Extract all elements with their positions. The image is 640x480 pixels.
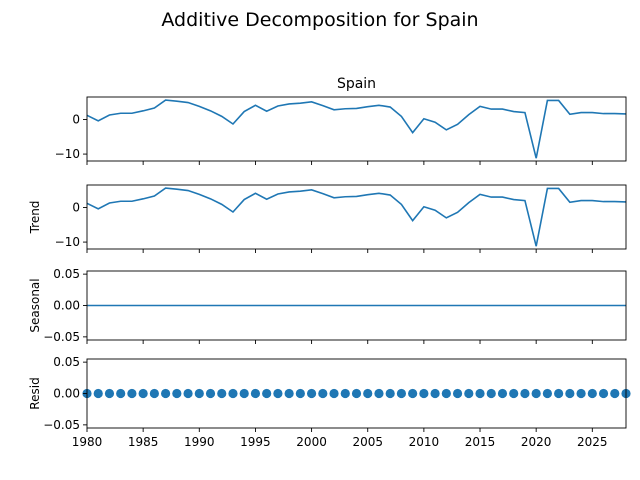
resid-point [565, 388, 575, 399]
resid-point [576, 388, 586, 399]
resid-point [419, 388, 429, 399]
resid-point [306, 388, 317, 399]
resid-point [127, 388, 137, 399]
seasonal-ytick-label: −0.05 [43, 330, 80, 344]
resid-point [183, 388, 193, 399]
trend-ylabel: Trend [28, 201, 42, 235]
resid-point [520, 388, 530, 399]
resid-point [598, 388, 609, 399]
resid-point [93, 388, 103, 399]
xtick-label: 2000 [296, 435, 327, 449]
seasonal-ytick-label: 0.00 [53, 299, 80, 313]
resid-point [318, 388, 328, 399]
resid-point [554, 388, 564, 399]
resid-ylabel: Resid [28, 377, 42, 409]
panel-title: Spain [337, 76, 376, 92]
panel-trend: 0 −10 Trend [28, 184, 627, 253]
observed-axes-frame [86, 96, 627, 162]
resid-point [172, 388, 182, 399]
resid-point [542, 388, 552, 399]
figure-suptitle: Additive Decomposition for Spain [161, 9, 478, 31]
trend-ytick-label: −10 [55, 235, 80, 249]
resid-point [351, 388, 362, 399]
resid-point [284, 388, 294, 399]
resid-point [138, 388, 148, 399]
xtick-label: 2025 [577, 435, 608, 449]
resid-point [385, 388, 395, 399]
resid-point [149, 388, 159, 399]
seasonal-ytick-label: 0.05 [53, 267, 80, 281]
resid-point [161, 388, 171, 399]
resid-point [475, 388, 485, 399]
resid-point [250, 388, 261, 399]
resid-point [430, 388, 440, 399]
resid-point [239, 388, 249, 399]
trend-line [86, 187, 627, 247]
xtick-label: 1995 [240, 435, 271, 449]
resid-ytick-label: 0.05 [53, 355, 80, 369]
xtick-label: 2010 [409, 435, 440, 449]
resid-point [262, 388, 272, 399]
xtick-label: 2005 [352, 435, 383, 449]
resid-point [464, 388, 474, 399]
resid-point [194, 388, 204, 399]
xtick-label: 1985 [128, 435, 159, 449]
resid-point [273, 388, 283, 399]
trend-axes-frame [86, 184, 627, 250]
xtick-label: 1980 [72, 435, 103, 449]
seasonal-ylabel: Seasonal [28, 278, 42, 332]
xtick-label: 2020 [521, 435, 552, 449]
resid-point [104, 388, 115, 399]
resid-point [587, 388, 597, 399]
resid-point [228, 388, 238, 399]
resid-point [340, 388, 350, 399]
resid-point [374, 388, 384, 399]
resid-point [441, 388, 451, 399]
observed-ytick-label: −10 [55, 147, 80, 161]
resid-ytick-label: 0.00 [53, 387, 80, 401]
panel-observed: 0 −10 Spain [55, 76, 627, 165]
resid-point [363, 388, 373, 399]
observed-line [86, 99, 627, 159]
resid-point [329, 388, 339, 399]
resid-ytick-label: −0.05 [43, 418, 80, 432]
resid-point [295, 388, 305, 399]
resid-point [509, 388, 519, 399]
resid-point [486, 388, 496, 399]
resid-point [116, 388, 126, 399]
resid-point [610, 388, 620, 399]
resid-point [396, 388, 407, 399]
resid-point [205, 388, 216, 399]
observed-ytick-label: 0 [72, 112, 80, 126]
trend-ytick-label: 0 [72, 200, 80, 214]
xtick-label: 1990 [184, 435, 215, 449]
resid-point [497, 388, 508, 399]
resid-point [452, 388, 463, 399]
resid-point [217, 388, 227, 399]
resid-point [408, 388, 418, 399]
panel-resid: 0.05 0.00 −0.05 1980 1985 1990 1995 2000 2005 201… [28, 355, 631, 449]
resid-point [531, 388, 541, 399]
xtick-label: 2015 [465, 435, 496, 449]
